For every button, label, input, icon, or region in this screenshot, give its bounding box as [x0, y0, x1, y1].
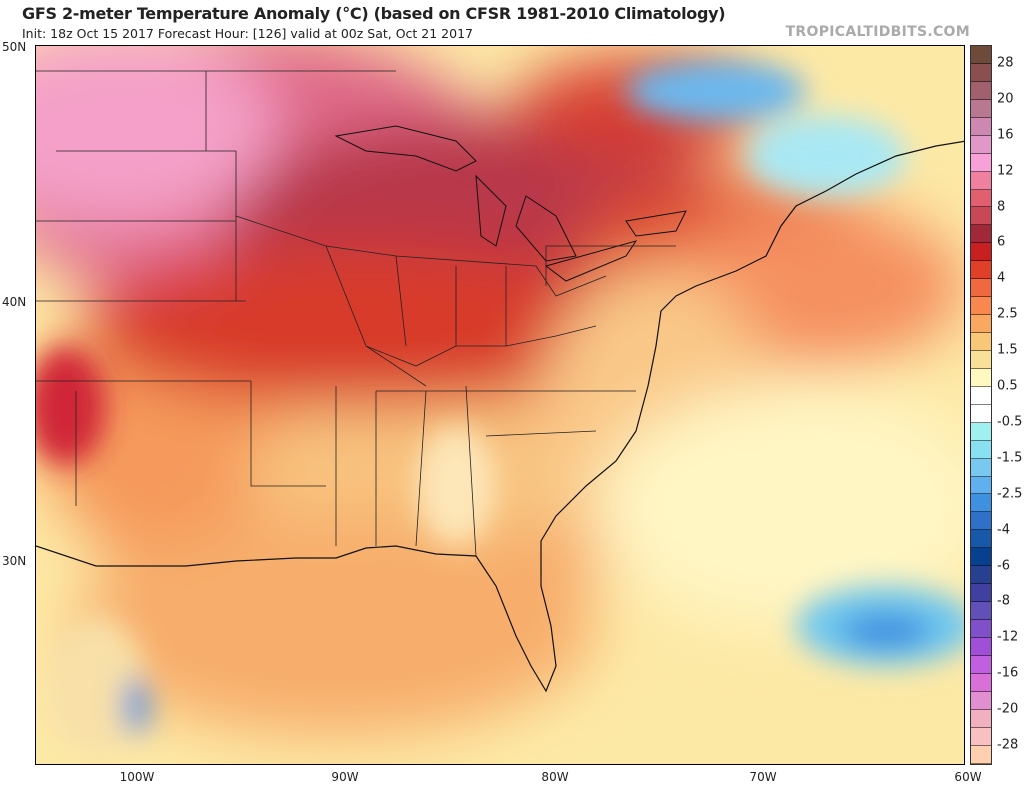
colorbar-label: 20	[997, 91, 1014, 107]
colorbar-bin	[971, 46, 991, 64]
colorbar-bin	[971, 673, 991, 692]
colorbar-label: -0.5	[997, 414, 1023, 430]
colorbar-bin	[971, 297, 991, 316]
colorbar-bin	[971, 386, 991, 405]
colorbar-bin	[971, 691, 991, 710]
lat-label-30n: 30N	[2, 554, 27, 568]
colorbar-bin	[971, 404, 991, 423]
colorbar-bin	[971, 315, 991, 333]
colorbar-bin	[971, 745, 991, 764]
colorbar-bin	[971, 117, 991, 136]
colorbar-label: 8	[997, 199, 1006, 215]
colorbar-bin	[971, 422, 991, 441]
colorbar-bin	[971, 225, 991, 244]
lon-label-100w: 100W	[119, 770, 155, 784]
colorbar-label: -16	[997, 665, 1019, 681]
colorbar-bin	[971, 584, 991, 603]
colorbar-bin	[971, 530, 991, 549]
colorbar-bin	[971, 207, 991, 226]
colorbar-label: -1.5	[997, 450, 1023, 466]
colorbar-bin	[971, 261, 991, 280]
colorbar	[970, 45, 992, 765]
colorbar-bin	[971, 458, 991, 477]
colorbar-bin	[971, 637, 991, 656]
colorbar-label: 16	[997, 127, 1014, 143]
colorbar-bin	[971, 135, 991, 154]
colorbar-label: 0.5	[997, 378, 1018, 394]
colorbar-label: 4	[997, 270, 1006, 286]
colorbar-bin	[971, 512, 991, 531]
map-subtitle: Init: 18z Oct 15 2017 Forecast Hour: [12…	[22, 26, 473, 41]
great-lakes	[334, 125, 687, 282]
lon-label-70w: 70W	[749, 770, 777, 784]
colorbar-bin	[971, 153, 991, 172]
colorbar-bin	[971, 99, 991, 118]
state-borders	[36, 70, 676, 557]
brand-watermark: TROPICALTIDBITS.COM	[785, 24, 970, 40]
colorbar-bin	[971, 440, 991, 459]
map-canvas	[36, 46, 964, 764]
colorbar-label: -4	[997, 522, 1010, 538]
colorbar-label: -20	[997, 701, 1019, 717]
colorbar-bin	[971, 189, 991, 208]
colorbar-label: 6	[997, 234, 1006, 250]
colorbar-bin	[971, 63, 991, 82]
anomaly-field	[36, 46, 964, 736]
colorbar-label: -12	[997, 629, 1019, 645]
colorbar-label: 12	[997, 163, 1014, 179]
colorbar-bin	[971, 171, 991, 190]
lon-label-60w: 60W	[954, 770, 982, 784]
colorbar-bin	[971, 548, 991, 567]
colorbar-bin	[971, 655, 991, 674]
colorbar-label: -28	[997, 737, 1019, 753]
colorbar-bin	[971, 709, 991, 728]
colorbar-bin	[971, 350, 991, 369]
lat-label-40n: 40N	[2, 295, 27, 309]
colorbar-label: -8	[997, 593, 1010, 609]
colorbar-label: 1.5	[997, 342, 1018, 358]
colorbar-bin	[971, 620, 991, 638]
colorbar-bin	[971, 368, 991, 387]
colorbar-label: -2.5	[997, 486, 1023, 502]
colorbar-bin	[971, 333, 991, 351]
colorbar-bin	[971, 81, 991, 100]
lon-label-90w: 90W	[331, 770, 359, 784]
colorbar-bin	[971, 602, 991, 620]
colorbar-bin	[971, 243, 991, 262]
colorbar-bin	[971, 566, 991, 585]
colorbar-bin	[971, 279, 991, 298]
colorbar-bin	[971, 727, 991, 746]
anomaly-detail	[36, 61, 964, 756]
colorbar-label: -6	[997, 558, 1010, 574]
lon-label-80w: 80W	[541, 770, 569, 784]
map-title: GFS 2-meter Temperature Anomaly (°C) (ba…	[22, 4, 726, 23]
coastline	[36, 140, 964, 693]
colorbar-label: 28	[997, 55, 1014, 71]
colorbar-bin	[971, 476, 991, 495]
colorbar-label: 2.5	[997, 306, 1018, 322]
colorbar-bin	[971, 494, 991, 513]
temperature-anomaly-map	[35, 45, 965, 765]
lat-label-50n: 50N	[2, 40, 27, 54]
